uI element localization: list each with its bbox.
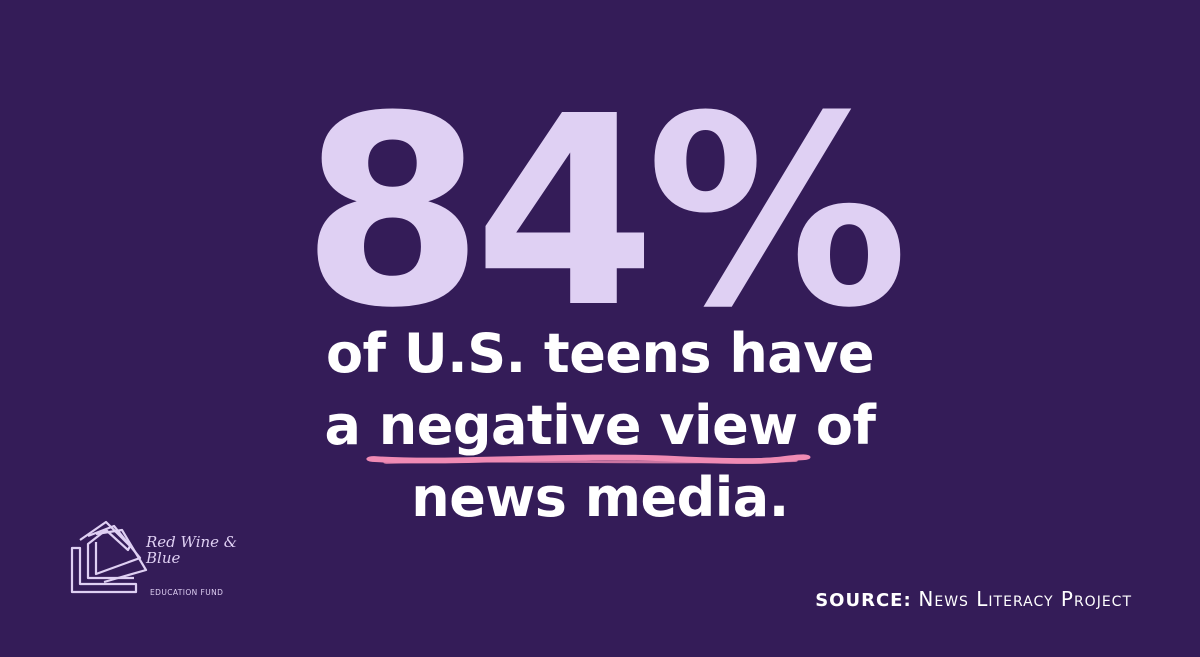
highlighted-phrase-text: negative view [378, 394, 798, 457]
headline-line-2-post: of [797, 394, 876, 457]
source-label: SOURCE: [815, 590, 912, 611]
headline-line-2-pre: a [324, 394, 379, 457]
logo-name: Red Wine & Blue [146, 533, 238, 567]
logo-subtitle: EDUCATION FUND [150, 588, 224, 597]
logo: Red Wine & Blue EDUCATION FUND [66, 518, 256, 608]
highlighted-phrase: negative view [366, 390, 811, 464]
brush-underline-icon [366, 454, 811, 464]
headline-line-1: of U.S. teens have [325, 322, 875, 385]
book-pages-icon [70, 520, 148, 594]
headline-text: of U.S. teens have a negative view of ne… [0, 318, 1200, 534]
source-value: News Literacy Project [918, 587, 1132, 611]
headline-line-3: news media. [411, 466, 789, 529]
headline-line-2: a negative view of [0, 390, 1200, 464]
headline-statistic: 84% [301, 60, 908, 365]
source-credit: SOURCE: News Literacy Project [815, 587, 1132, 611]
